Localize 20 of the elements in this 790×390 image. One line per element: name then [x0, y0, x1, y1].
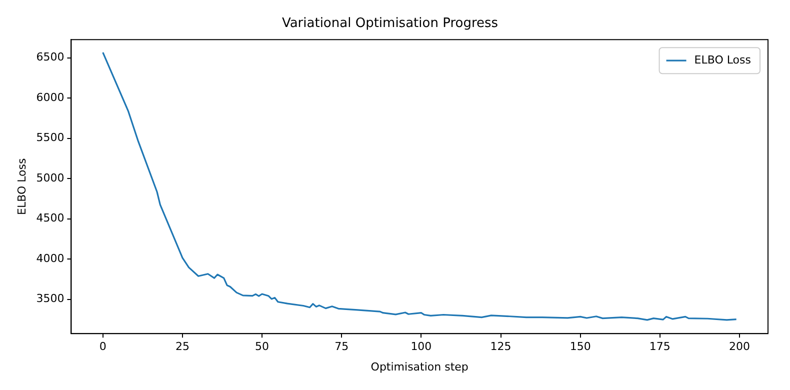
y-tick-label: 6500 [36, 50, 64, 64]
x-tick-label: 125 [490, 340, 512, 354]
x-tick-label: 50 [255, 340, 270, 354]
chart-title: Variational Optimisation Progress [282, 16, 498, 32]
y-tick-label: 6000 [36, 90, 64, 104]
x-tick-label: 100 [410, 340, 432, 354]
x-tick-label: 0 [99, 340, 106, 354]
x-tick-label: 150 [570, 340, 591, 354]
x-axis-title: Optimisation step [370, 360, 468, 374]
legend-label: ELBO Loss [694, 53, 752, 66]
x-tick-label: 200 [729, 340, 750, 354]
y-tick-label: 4500 [36, 212, 64, 225]
y-axis-title: ELBO Loss [15, 158, 28, 215]
x-tick-label: 75 [334, 340, 349, 354]
y-tick-label: 5500 [36, 131, 64, 144]
y-tick-label: 3500 [36, 292, 64, 306]
y-tick-label: 4000 [36, 252, 64, 265]
x-tick-label: 25 [175, 340, 190, 354]
x-tick-label: 175 [649, 340, 670, 354]
y-tick-label: 5000 [36, 171, 64, 184]
